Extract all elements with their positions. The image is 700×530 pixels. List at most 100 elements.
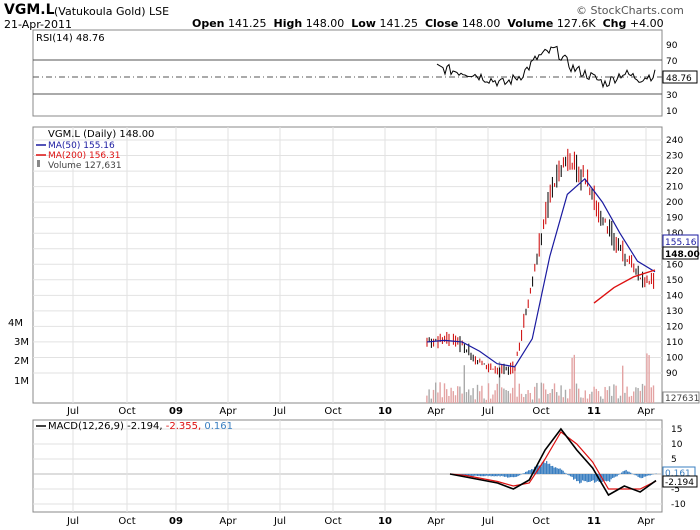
x-axis-label: Oct [324, 516, 341, 527]
volume-bar [494, 390, 496, 403]
macd-hist-bar [517, 474, 519, 477]
volume-bar [481, 385, 483, 403]
macd-hist-bar [552, 465, 554, 474]
macd-hist-bar [507, 474, 509, 478]
macd-hist-bar [555, 467, 557, 474]
volume-bar [487, 383, 490, 403]
ma200-series [593, 269, 656, 304]
macd-hist-bar [466, 474, 468, 476]
macd-hist-bar [646, 474, 648, 476]
macd-hist-bar [616, 474, 618, 477]
volume-bar [443, 383, 446, 403]
x-axis-label: 10 [378, 406, 392, 417]
macd-hist-bar [481, 474, 483, 477]
price-bars [426, 148, 655, 378]
macd-hist-bar [622, 471, 624, 474]
volume-bar [428, 389, 430, 403]
volume-bar [538, 398, 540, 403]
macd-hist-bar [475, 474, 477, 476]
ohlc-summary: Open 141.25 High 148.00 Low 141.25 Close… [192, 17, 700, 43]
macd-hist-bar [492, 474, 494, 477]
volume-bar [567, 398, 569, 403]
macd-hist-bar [577, 474, 579, 482]
volume-bar [483, 398, 485, 403]
macd-tick-label: 10 [671, 440, 683, 450]
macd-hist-bar [511, 474, 513, 478]
macd-hist-bar [508, 474, 510, 478]
volume-bar [479, 391, 481, 403]
volume-bar [573, 354, 575, 403]
macd-hist-bar [618, 474, 620, 475]
ma50-tag-text: 155.16 [665, 238, 697, 248]
volume-bar [503, 388, 505, 403]
macd-hist-bar [571, 474, 573, 478]
volume-bar [639, 390, 641, 403]
macd-hist-bar [558, 468, 560, 474]
x-axis-label: Jul [481, 516, 494, 527]
volume-bar [619, 395, 622, 403]
volume-bar [549, 392, 551, 403]
macd-hist-bar [576, 474, 578, 482]
x-axis-label: 09 [169, 516, 183, 527]
macd-panel: 151050-5-10 MACD(12,26,9) -2.194, -2.355… [32, 419, 698, 513]
volume-bar [476, 384, 479, 403]
low-value: 141.25 [379, 17, 418, 30]
macd-hist-bar [546, 461, 548, 474]
volume-bar [562, 397, 564, 403]
close-tag [662, 246, 699, 260]
volume-bar [630, 395, 633, 403]
price-tick-label: 220 [666, 167, 683, 177]
volume-bar [556, 392, 558, 403]
volume-bar [575, 383, 578, 403]
volume-tag-text: 127631 [665, 394, 699, 404]
macd-hist-bar [591, 474, 593, 482]
open-value: 141.25 [228, 17, 267, 30]
price-tick-label: 130 [666, 307, 683, 317]
macd-hist-bar [538, 465, 540, 474]
macd-hist-bar [573, 474, 575, 480]
ticker-symbol: VGM.L [4, 2, 55, 18]
rsi-tick-30: 30 [666, 91, 678, 101]
volume-bar [540, 382, 542, 403]
macd-hist-bar [604, 474, 606, 481]
volume-bar [450, 387, 452, 403]
macd-hist-bar [493, 474, 495, 477]
volume-bar [465, 392, 468, 403]
ma50-series [426, 177, 656, 368]
macd-hist-bar [603, 474, 605, 481]
legend-ticker: VGM.L (Daily) 148.00 [48, 129, 154, 140]
macd-hist-bar [642, 474, 644, 479]
macd-tick-label: -10 [671, 500, 686, 510]
volume-bar [591, 391, 593, 403]
volume-bar [628, 396, 630, 403]
volume-bar [551, 389, 553, 403]
volume-bar [615, 385, 617, 403]
macd-hist-bar [525, 471, 527, 474]
quote-date: 21-Apr-2011 [4, 18, 73, 31]
volume-bar [613, 384, 615, 403]
volume-bar [474, 399, 476, 403]
vol-tick-2m: 2M [14, 356, 29, 367]
macd-hist-bar [501, 474, 503, 476]
volume-bar [509, 393, 512, 403]
macd-hist-bar [624, 470, 626, 474]
volume-bar [523, 397, 525, 403]
volume-bar [463, 365, 465, 403]
close-label: Close [424, 17, 459, 30]
macd-hist-bar [592, 474, 594, 481]
volume-bar [545, 389, 547, 403]
volume-bar [448, 395, 450, 403]
macd-hist-bar [498, 474, 500, 476]
price-panel: 2402302202102001901801701601501401301201… [8, 126, 700, 404]
macd-hist-bar [463, 474, 465, 476]
close-value: 148.00 [461, 17, 501, 30]
volume-bar [430, 398, 432, 403]
volume-bar [604, 386, 606, 403]
volume-bar [529, 392, 531, 403]
vol-tick-4m: 4M [8, 318, 23, 329]
macd-hist-bar [607, 474, 609, 481]
volume-bar [512, 387, 514, 403]
macd-hist-bar [606, 474, 608, 482]
volume-bar [586, 398, 589, 403]
macd-hist-bar [543, 461, 545, 474]
